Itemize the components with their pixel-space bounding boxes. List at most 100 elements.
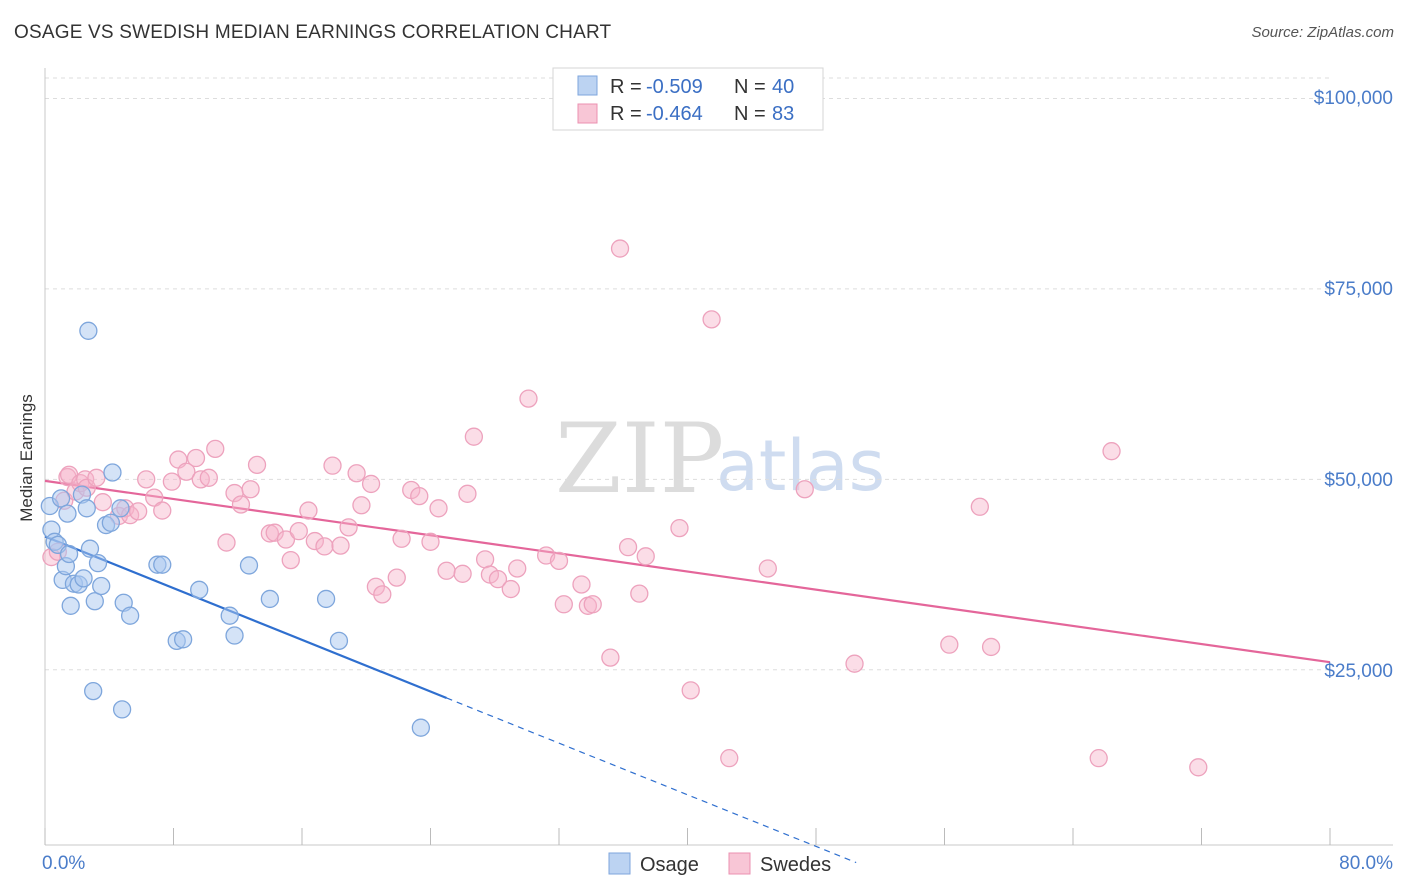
y-tick-75000: $75,000 (1324, 279, 1393, 300)
swedes-point (549, 551, 569, 571)
osage-point (80, 539, 100, 558)
swedes-point (93, 493, 112, 512)
swedes-point (392, 529, 411, 548)
chart-title: OSAGE VS SWEDISH MEDIAN EARNINGS CORRELA… (14, 22, 612, 43)
swedes-point (373, 585, 392, 604)
swedes-point (940, 635, 959, 654)
stats-legend: R = -0.509 N = 40 R = -0.464 N = 83 (552, 67, 824, 131)
swedes-point (501, 579, 520, 599)
swedes-point (970, 497, 989, 516)
swedes-point (145, 488, 164, 507)
watermark-zip: ZIP (555, 403, 724, 515)
swedes-point (572, 575, 591, 594)
swedes-point (1102, 442, 1121, 461)
swedes-n-label: N = (734, 103, 766, 125)
swedes-point (87, 468, 106, 487)
source-label: Source: ZipAtlas.com (1251, 24, 1394, 41)
swedes-point (488, 569, 508, 589)
osage-point (111, 499, 130, 518)
osage-point (58, 504, 77, 523)
osage-point (92, 576, 111, 596)
swedes-point (323, 456, 342, 475)
y-axis-label: Median Earnings (17, 394, 36, 522)
y-tick-50000: $50,000 (1324, 470, 1393, 491)
swedes-point (519, 389, 538, 408)
swedes-point (758, 559, 777, 578)
swedes-point (681, 681, 700, 700)
osage-legend-swatch (577, 75, 598, 96)
osage-point (112, 700, 132, 719)
swedes-point (508, 559, 527, 578)
swedes-point (339, 518, 358, 537)
swedes-point (387, 568, 406, 587)
osage-point (77, 499, 96, 518)
swedes-point (845, 654, 864, 673)
osage-point (173, 630, 193, 649)
swedes-n-value: 83 (772, 103, 794, 125)
osage-point (225, 626, 244, 645)
swedes-points (42, 239, 1208, 777)
osage-points (40, 321, 431, 737)
swedes-point (199, 468, 218, 487)
swedes-point (289, 522, 308, 541)
osage-point (260, 589, 280, 609)
osage-bottom-swatch (608, 852, 631, 875)
swedes-point (129, 502, 148, 521)
swedes-point (299, 501, 318, 520)
swedes-point (247, 455, 267, 475)
swedes-point (206, 439, 225, 459)
swedes-point (281, 550, 300, 570)
osage-trend-line (44, 535, 447, 699)
swedes-point (153, 501, 172, 520)
osage-point (316, 589, 336, 609)
swedes-point (583, 595, 602, 614)
x-tick-min: 0.0% (42, 853, 85, 874)
swedes-point (331, 536, 350, 555)
axes (44, 68, 1393, 846)
watermark-atlas: atlas (716, 425, 885, 507)
swedes-point (720, 749, 739, 768)
osage-point (88, 553, 108, 573)
swedes-legend-swatch (577, 103, 598, 124)
stats-legend-box (552, 67, 824, 131)
swedes-point (610, 239, 630, 258)
osage-point (329, 631, 349, 650)
series-legend: Osage Swedes (608, 852, 831, 876)
swedes-point (315, 537, 334, 556)
y-tick-100000: $100,000 (1314, 88, 1393, 109)
osage-point (84, 681, 103, 701)
osage-point (120, 606, 140, 625)
swedes-legend-label: Swedes (760, 854, 831, 876)
swedes-point (305, 531, 325, 551)
osage-point (220, 606, 239, 625)
swedes-point (421, 532, 440, 551)
swedes-point (1089, 749, 1108, 768)
swedes-point (352, 496, 371, 515)
swedes-point (554, 595, 573, 614)
swedes-point (429, 499, 448, 518)
swedes-point (458, 484, 477, 503)
osage-point (61, 596, 80, 615)
swedes-point (1189, 758, 1208, 777)
swedes-point (217, 533, 236, 552)
osage-point (51, 489, 71, 508)
swedes-point (241, 480, 260, 499)
swedes-point (618, 538, 638, 557)
swedes-point (981, 637, 1001, 657)
osage-legend-label: Osage (640, 854, 699, 876)
swedes-r-value: -0.464 (646, 103, 703, 125)
swedes-point (636, 547, 655, 566)
swedes-point (186, 448, 206, 468)
swedes-point (361, 474, 381, 494)
trend-lines (44, 479, 1331, 864)
swedes-bottom-swatch (728, 852, 751, 875)
osage-point (153, 555, 172, 574)
osage-point (239, 556, 259, 575)
swedes-point (475, 550, 495, 569)
swedes-point (670, 518, 689, 538)
osage-point (59, 544, 79, 564)
swedes-r-label: R = (610, 103, 642, 125)
swedes-point (177, 462, 196, 481)
swedes-point (795, 480, 814, 499)
